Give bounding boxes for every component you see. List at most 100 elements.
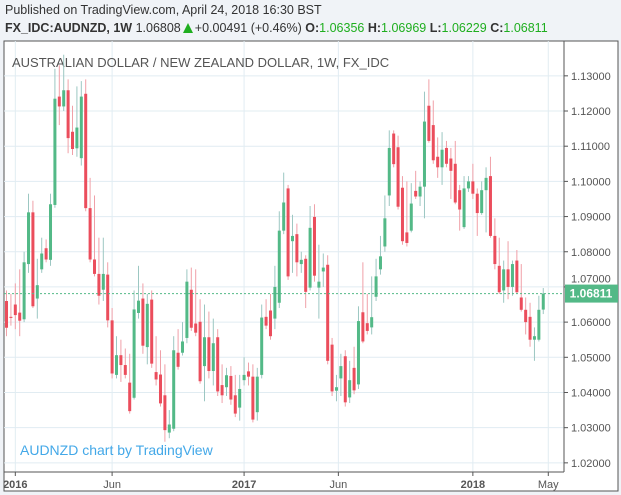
x-tick-label: Jun: [103, 479, 121, 491]
candle-up: [62, 54, 66, 112]
candle-up: [137, 265, 141, 319]
candle-body: [137, 300, 141, 313]
candle-body: [317, 281, 321, 288]
candle-body: [431, 125, 435, 161]
candle-body: [321, 267, 325, 272]
symbol-label: FX_IDC:AUDNZD, 1W: [5, 21, 133, 35]
candle-body: [273, 286, 277, 319]
candle-body: [330, 344, 334, 392]
candle-body: [295, 234, 299, 263]
candle-down: [154, 336, 158, 386]
candle-body: [396, 147, 400, 207]
price-axis[interactable]: 1.02000 1.03000 1.04000 1.05000 1.06000 1.070…: [563, 41, 611, 472]
candle-body: [84, 93, 88, 209]
candle-down: [13, 283, 17, 330]
candle-body: [5, 301, 9, 328]
candle-up: [224, 367, 228, 397]
high-label: H:: [367, 21, 382, 35]
candle-down: [207, 311, 211, 379]
y-tick-label: 1.06000: [571, 317, 611, 329]
candle-body: [123, 365, 127, 375]
candle-down: [326, 255, 330, 365]
candle-body: [132, 309, 136, 398]
time-axis[interactable]: 2016 Jun 2017 Jun 2018 May: [3, 471, 564, 491]
candle-body: [154, 372, 158, 380]
x-tick-label: Jun: [329, 479, 347, 491]
candle-body: [541, 293, 545, 310]
candle-down: [497, 237, 501, 294]
candle-down: [524, 297, 528, 335]
candle-down: [519, 264, 523, 312]
candle-up: [378, 235, 382, 275]
candle-up: [22, 251, 26, 323]
candle-down: [427, 79, 431, 143]
candle-down: [493, 218, 497, 270]
candle-up: [308, 206, 312, 291]
candle-body: [427, 105, 431, 141]
candle-body: [268, 310, 272, 337]
candle-body: [145, 303, 149, 348]
candle-up: [211, 318, 215, 386]
last-price-tag: 1.06811: [565, 284, 618, 303]
candle-up: [172, 336, 176, 432]
candle-body: [326, 264, 330, 361]
candle-up: [132, 290, 136, 400]
candle-up: [238, 374, 242, 421]
candle-body: [207, 337, 211, 372]
candle-up: [480, 181, 484, 215]
candle-body: [515, 260, 519, 293]
candle-down: [66, 79, 70, 154]
candle-body: [387, 147, 391, 196]
candle-body: [378, 256, 382, 270]
candle-body: [88, 208, 92, 260]
candle-body: [167, 424, 171, 433]
candle-body: [356, 321, 360, 385]
last-price: 1.06808: [135, 21, 181, 35]
y-tick-label: 1.08000: [571, 247, 611, 259]
candle-body: [31, 212, 35, 307]
candle-body: [246, 371, 250, 377]
candle-body: [119, 355, 123, 366]
candle-body: [290, 235, 294, 242]
y-tick-label: 1.09000: [571, 212, 611, 224]
candle-up: [348, 360, 352, 404]
candle-down: [141, 283, 145, 354]
candle-body: [497, 265, 501, 293]
candle-down: [400, 176, 404, 245]
candle-body: [185, 281, 189, 338]
candle-down: [286, 184, 290, 280]
candle-up: [409, 183, 413, 233]
candle-down: [392, 130, 396, 168]
candle-down: [84, 79, 88, 212]
candle-body: [519, 297, 523, 310]
candle-body: [436, 156, 440, 168]
candle-down: [71, 105, 75, 155]
candle-body: [128, 382, 132, 412]
candle-down: [189, 267, 193, 331]
candle-body: [97, 273, 101, 296]
candle-down: [246, 362, 250, 386]
candle-body: [334, 387, 338, 391]
candle-body: [493, 235, 497, 265]
low-label: L:: [429, 21, 442, 35]
symbol-ohlc-bar: FX_IDC:AUDNZD, 1W 1.06808 +0.00491 (+0.46…: [5, 21, 548, 35]
candle-body: [383, 218, 387, 247]
candle-body: [251, 376, 255, 420]
candle-body: [238, 388, 242, 408]
x-tick-label: 2017: [232, 479, 256, 491]
candle-body: [172, 350, 176, 429]
candle-body: [537, 309, 541, 340]
candle-body: [418, 186, 422, 197]
candle-down: [528, 302, 532, 347]
candle-body: [189, 289, 193, 328]
candle-body: [27, 212, 31, 265]
candle-body: [365, 323, 369, 331]
candle-body: [44, 248, 48, 260]
candle-body: [194, 323, 198, 333]
candle-down: [57, 65, 61, 126]
candle-up: [383, 195, 387, 252]
candle-body: [422, 121, 426, 187]
candle-body: [524, 309, 528, 323]
candle-body: [242, 374, 246, 381]
